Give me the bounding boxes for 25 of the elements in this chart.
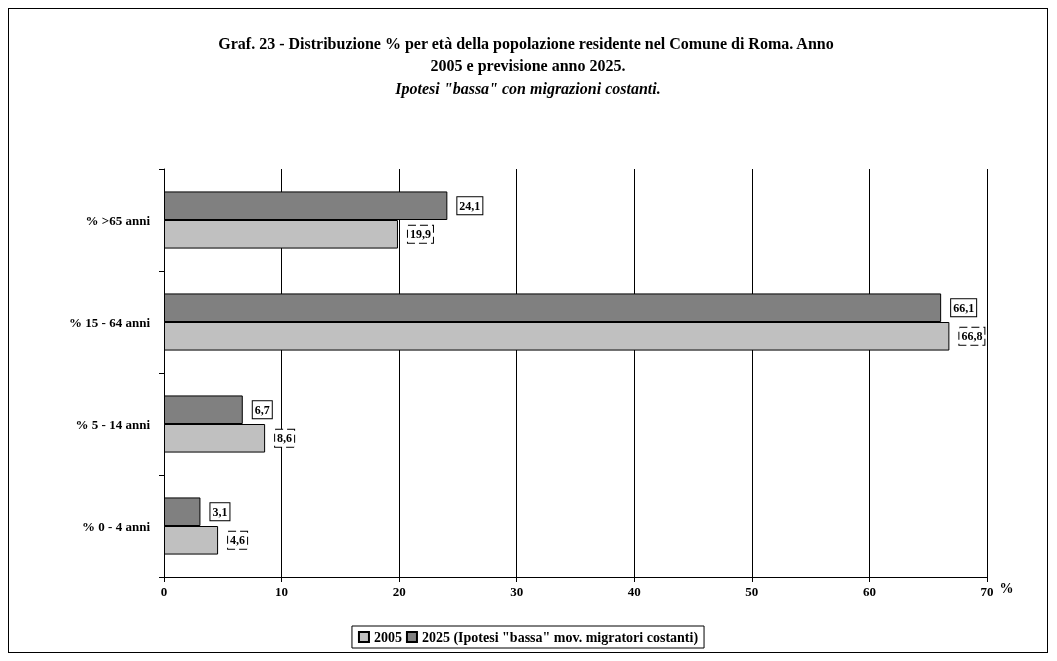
data-label: 6,7 xyxy=(254,402,270,417)
data-label: 24,1 xyxy=(459,198,481,213)
chart-subtitle: Ipotesi "bassa" con migrazioni costanti. xyxy=(394,79,661,98)
y-tick-label: % >65 anni xyxy=(85,212,151,228)
x-tick-label: 40 xyxy=(627,584,641,599)
y-tick-label: % 5 - 14 anni xyxy=(75,416,151,432)
x-tick-label: 70 xyxy=(980,584,994,599)
data-label: 66,8 xyxy=(961,329,983,344)
y-tick-label: % 15 - 64 anni xyxy=(69,314,151,330)
data-label: 8,6 xyxy=(277,431,293,446)
data-label: 19,9 xyxy=(409,227,431,242)
x-tick-label: 60 xyxy=(862,584,876,599)
data-label: 4,6 xyxy=(230,533,246,548)
legend-label: 2025 (Ipotesi "bassa" mov. migratori costanti) xyxy=(421,629,699,646)
y-tick-label: % 0 - 4 anni xyxy=(82,518,151,534)
data-label: 66,1 xyxy=(953,300,975,315)
x-tick-label: 50 xyxy=(745,584,759,599)
x-tick-label: 10 xyxy=(275,584,289,599)
chart-title: Graf. 23 - Distribuzione % per età della popolazione residente nel Comune di Roma. Anno 2005 e previsione anno 2025. xyxy=(218,34,838,75)
legend-label: 2005 xyxy=(373,629,402,645)
data-label: 3,1 xyxy=(212,504,228,519)
x-tick-label: 20 xyxy=(392,584,406,599)
x-axis-title: % xyxy=(999,580,1014,596)
x-tick-label: 0 xyxy=(160,584,168,599)
x-tick-label: 30 xyxy=(510,584,524,599)
